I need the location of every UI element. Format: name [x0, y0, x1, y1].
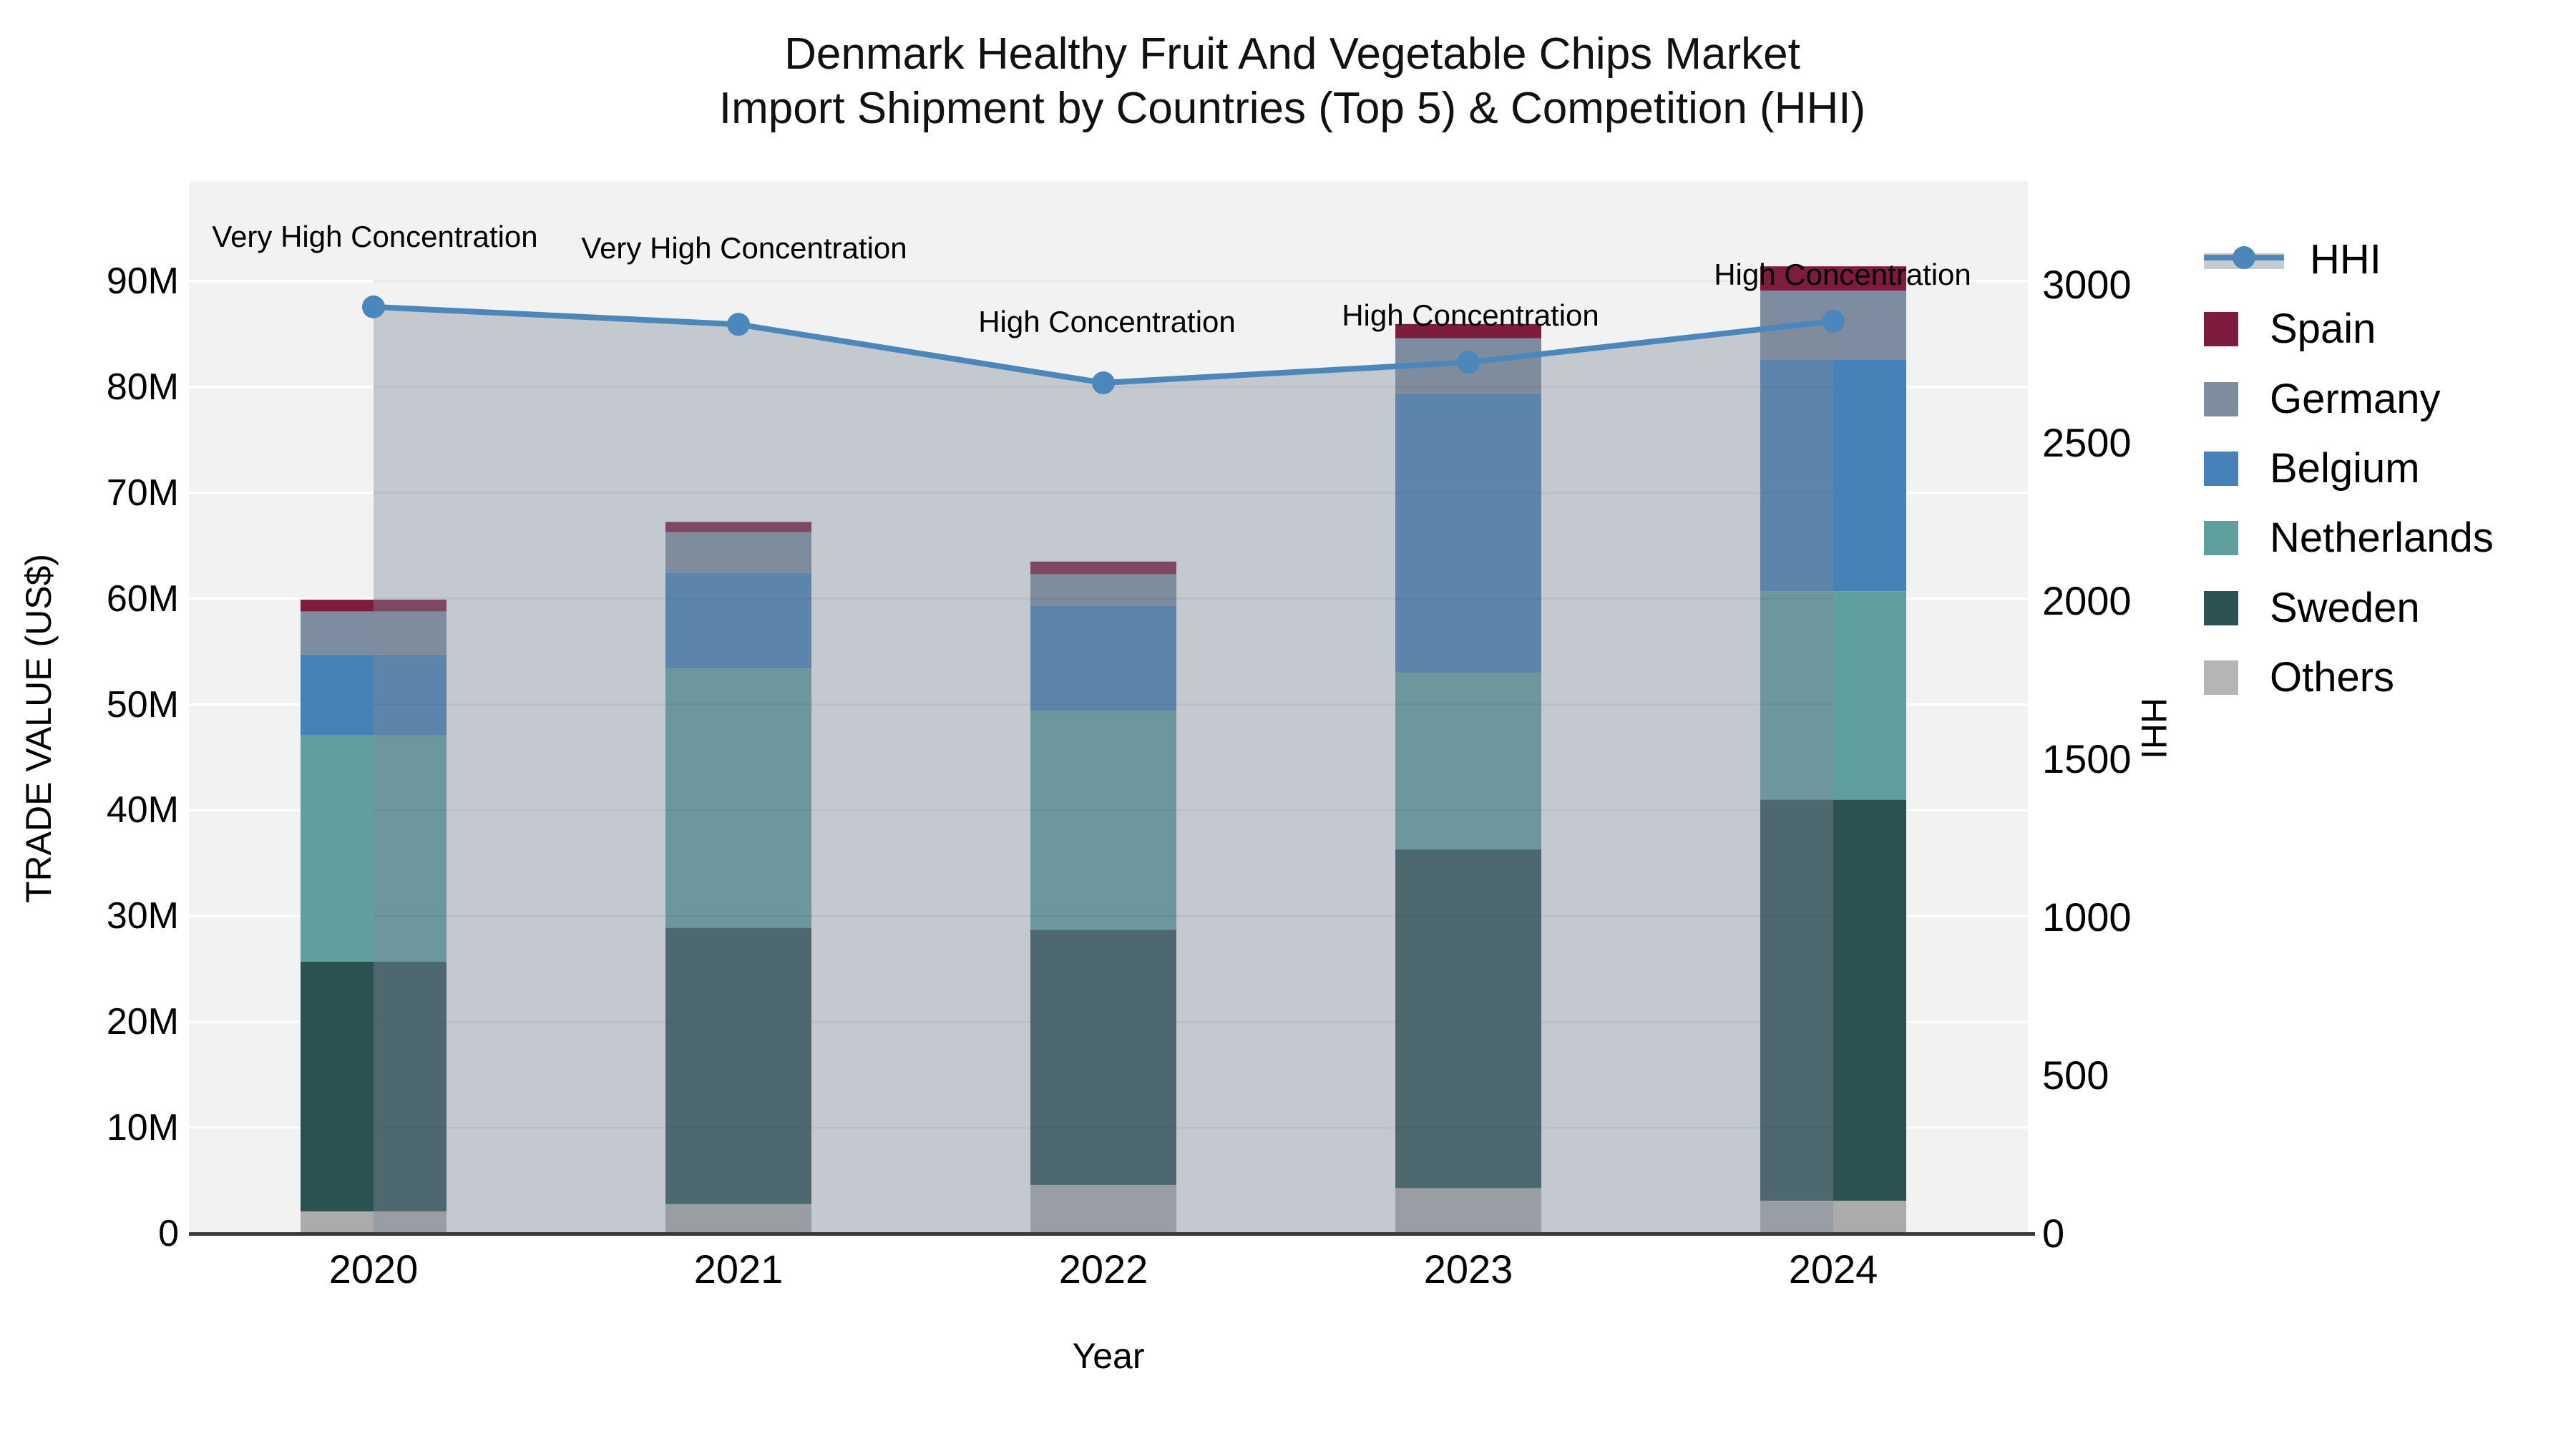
- legend-item-belgium: Belgium: [2204, 444, 2420, 492]
- bar-segment-belgium-2024: [1760, 359, 1906, 592]
- y-right-tick-1000: 1000: [2042, 894, 2132, 940]
- hhi-annotation-2024: High Concentration: [1714, 257, 1971, 291]
- legend-label: Spain: [2270, 306, 2376, 353]
- bar-segment-spain-2023: [1395, 323, 1541, 338]
- bar-segment-belgium-2023: [1395, 393, 1541, 673]
- hhi-point-2021: [727, 313, 750, 336]
- bar-segment-sweden-2024: [1760, 799, 1906, 1201]
- legend-label: HHI: [2310, 236, 2381, 283]
- chart-title-line2: Import Shipment by Countries (Top 5) & C…: [718, 84, 1866, 133]
- hhi-point-2023: [1457, 351, 1480, 374]
- hhi-point-2022: [1092, 371, 1115, 394]
- legend-swatch-netherlands: [2204, 521, 2238, 556]
- y-left-tick-20M: 20M: [106, 1001, 179, 1043]
- legend-swatch-sweden: [2204, 590, 2238, 625]
- bar-segment-others-2022: [1030, 1185, 1176, 1234]
- x-tick-2021: 2021: [693, 1246, 784, 1292]
- bar-segment-netherlands-2020: [301, 735, 447, 962]
- bar-segment-netherlands-2022: [1030, 711, 1176, 930]
- hhi-area: [374, 306, 1833, 1234]
- legend-label: Sweden: [2270, 584, 2420, 631]
- bar-segment-germany-2021: [665, 532, 811, 573]
- bar-segment-netherlands-2024: [1760, 591, 1906, 800]
- bar-segment-others-2024: [1760, 1201, 1906, 1234]
- y-left-tick-0: 0: [158, 1213, 179, 1254]
- y-left-tick-50M: 50M: [106, 683, 179, 726]
- bar-segment-netherlands-2021: [665, 668, 811, 928]
- x-axis-title: Year: [1072, 1336, 1145, 1376]
- bar-segment-others-2021: [665, 1204, 811, 1234]
- y-right-tick-2500: 2500: [2042, 420, 2132, 465]
- bar-segment-belgium-2020: [301, 655, 447, 736]
- bar-segment-sweden-2023: [1395, 849, 1541, 1189]
- bar-segment-sweden-2021: [665, 927, 811, 1204]
- y-right-tick-500: 500: [2042, 1053, 2109, 1098]
- bar-segment-spain-2022: [1030, 561, 1176, 575]
- legend-label: Germany: [2270, 375, 2441, 422]
- bar-segment-belgium-2021: [665, 572, 811, 669]
- bar-segment-spain-2020: [301, 600, 447, 612]
- x-tick-2022: 2022: [1058, 1246, 1148, 1292]
- y-right-tick-2000: 2000: [2042, 578, 2132, 623]
- legend-label: Belgium: [2270, 444, 2420, 492]
- x-tick-2023: 2023: [1423, 1246, 1513, 1292]
- bar-segment-sweden-2022: [1030, 930, 1176, 1185]
- y-right-tick-0: 0: [2042, 1211, 2065, 1256]
- bar-segment-others-2020: [301, 1211, 447, 1234]
- hhi-annotation-2022: High Concentration: [978, 305, 1236, 339]
- bar-segment-spain-2021: [665, 522, 811, 532]
- x-tick-2020: 2020: [328, 1246, 419, 1292]
- hhi-line-sample-icon: [2204, 246, 2284, 270]
- x-tick-2024: 2024: [1788, 1246, 1878, 1292]
- legend-label: Netherlands: [2270, 514, 2494, 562]
- x-axis-line: [189, 1232, 2035, 1236]
- y-axis-title-right: HHI: [2134, 697, 2174, 760]
- hhi-point-2024: [1822, 309, 1845, 333]
- legend-swatch-germany: [2204, 381, 2238, 416]
- bar-segment-others-2023: [1395, 1188, 1541, 1234]
- legend-item-spain: Spain: [2204, 306, 2376, 352]
- y-left-tick-80M: 80M: [106, 366, 179, 408]
- bar-segment-germany-2022: [1030, 574, 1176, 606]
- hhi-point-2020: [362, 295, 385, 318]
- legend-item-others: Others: [2204, 653, 2395, 701]
- bar-segment-belgium-2022: [1030, 606, 1176, 711]
- legend-swatch-others: [2204, 660, 2238, 695]
- y-left-tick-70M: 70M: [106, 472, 179, 514]
- hhi-annotation-2023: High Concentration: [1342, 298, 1599, 333]
- bar-segment-netherlands-2023: [1395, 673, 1541, 850]
- legend-item-netherlands: Netherlands: [2204, 515, 2494, 561]
- legend-item-sweden: Sweden: [2204, 585, 2420, 631]
- y-left-tick-60M: 60M: [106, 577, 179, 620]
- y-left-tick-30M: 30M: [106, 895, 179, 937]
- bar-segment-spain-2024: [1760, 266, 1906, 291]
- legend-label: Others: [2270, 653, 2395, 701]
- bar-segment-germany-2020: [301, 611, 447, 655]
- y-right-tick-1500: 1500: [2042, 736, 2132, 781]
- y-left-tick-40M: 40M: [106, 789, 179, 831]
- legend-swatch-spain: [2204, 312, 2238, 347]
- y-left-tick-90M: 90M: [106, 260, 179, 302]
- chart-title-line1: Denmark Healthy Fruit And Vegetable Chip…: [784, 29, 1800, 79]
- hhi-annotation-2020: Very High Concentration: [212, 219, 538, 253]
- y-left-tick-10M: 10M: [106, 1107, 179, 1149]
- legend-item-hhi: HHI: [2204, 237, 2381, 283]
- bar-segment-sweden-2020: [301, 961, 447, 1211]
- legend-swatch-belgium: [2204, 451, 2238, 486]
- legend-item-germany: Germany: [2204, 376, 2441, 422]
- hhi-annotation-2021: Very High Concentration: [581, 231, 907, 265]
- y-right-tick-3000: 3000: [2042, 262, 2132, 307]
